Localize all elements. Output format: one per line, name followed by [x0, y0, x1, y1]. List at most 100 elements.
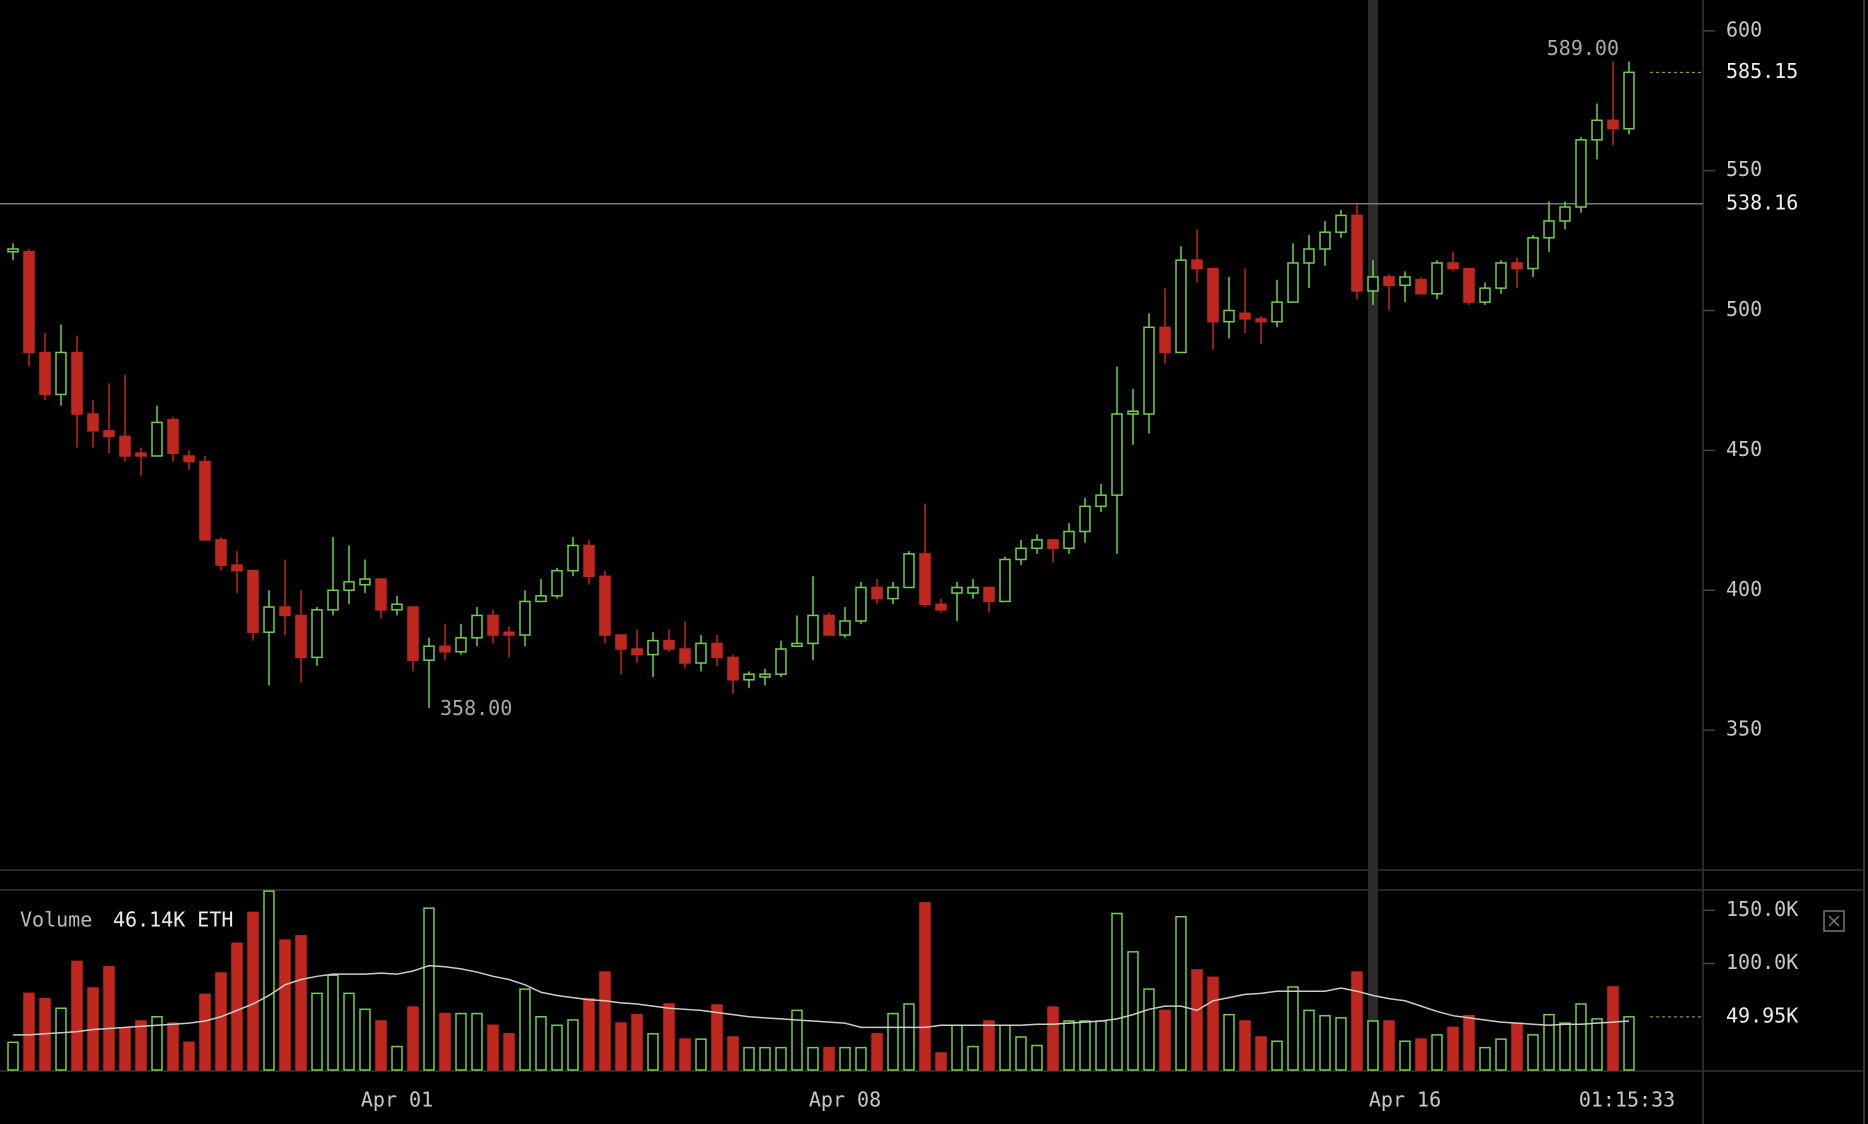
- candle-body: [183, 455, 195, 463]
- volume-bar: [1511, 1022, 1523, 1071]
- candle: [1351, 204, 1363, 300]
- candle: [231, 551, 243, 594]
- candle: [391, 595, 403, 616]
- candle: [359, 559, 371, 594]
- candle-body: [407, 606, 419, 661]
- crosshair-band: [1368, 0, 1378, 1070]
- candle: [855, 581, 867, 624]
- volume-bar: [567, 1019, 579, 1071]
- close-button[interactable]: [1823, 910, 1845, 932]
- candle: [407, 606, 419, 672]
- candle-body: [1095, 494, 1107, 508]
- volume-bar: [1527, 1034, 1539, 1071]
- candle-body: [1303, 248, 1315, 264]
- candle: [343, 545, 355, 605]
- candle: [1319, 220, 1331, 266]
- close-icon[interactable]: [1828, 915, 1840, 927]
- candle: [1463, 267, 1475, 305]
- candle-body: [679, 648, 691, 664]
- volume-bar: [1079, 1020, 1091, 1071]
- candle: [1063, 523, 1075, 554]
- volume-bar: [647, 1033, 659, 1071]
- volume-bar: [663, 1003, 675, 1071]
- volume-bar: [679, 1038, 691, 1071]
- candle-body: [1463, 267, 1475, 303]
- volume-bar: [1383, 1020, 1395, 1071]
- candle: [1207, 267, 1219, 350]
- volume-bar: [1335, 1017, 1347, 1071]
- volume-bar: [935, 1052, 947, 1071]
- candle: [759, 668, 771, 686]
- volume-bar: [407, 1006, 419, 1071]
- candle-body: [503, 631, 515, 636]
- candle-body: [215, 539, 227, 566]
- candle-body: [663, 639, 675, 650]
- volume-bar: [887, 1012, 899, 1071]
- volume-bar: [1431, 1034, 1443, 1071]
- candle: [471, 607, 483, 647]
- y-tick-label: 550: [1726, 157, 1762, 181]
- volume-bar: [631, 1013, 643, 1071]
- candle-body: [455, 637, 467, 653]
- candle: [247, 569, 259, 641]
- candle-body: [1079, 505, 1091, 533]
- candle: [1303, 234, 1315, 289]
- volume-bar: [23, 992, 35, 1071]
- volume-bar: [1399, 1040, 1411, 1071]
- volume-bar: [983, 1020, 995, 1071]
- candle-body: [55, 351, 67, 396]
- price-annotation: 358.00: [440, 696, 512, 720]
- candle-body: [487, 614, 499, 636]
- candle: [1383, 274, 1395, 311]
- volume-bar: [455, 1012, 467, 1071]
- candle: [599, 570, 611, 644]
- candle: [775, 640, 787, 677]
- candle: [103, 383, 115, 454]
- candle-body: [1143, 326, 1155, 415]
- volume-bar: [1463, 1014, 1475, 1071]
- volume-bar: [423, 907, 435, 1071]
- candle: [1079, 497, 1091, 543]
- candle: [871, 579, 883, 605]
- volume-bar: [1111, 912, 1123, 1071]
- candle-body: [1415, 278, 1427, 295]
- candle: [647, 632, 659, 677]
- volume-bar: [855, 1046, 867, 1071]
- candle-body: [1543, 220, 1555, 239]
- volume-bar: [167, 1022, 179, 1071]
- candle: [663, 629, 675, 652]
- close-box[interactable]: [1823, 910, 1845, 932]
- volume-bar: [1063, 1020, 1075, 1071]
- volume-bar: [1591, 1018, 1603, 1071]
- candle-body: [1127, 410, 1139, 415]
- candle-body: [359, 578, 371, 586]
- x-tick-label: Apr 01: [361, 1088, 433, 1112]
- candle: [1607, 61, 1619, 146]
- candle-body: [919, 553, 931, 605]
- candle: [1015, 539, 1027, 566]
- candle-body: [1479, 287, 1491, 303]
- candle-body: [567, 544, 579, 572]
- candle-body: [1159, 326, 1171, 354]
- volume-ma: [13, 964, 1630, 1036]
- y-tick-label: 600: [1726, 17, 1762, 41]
- candle-body: [279, 606, 291, 617]
- candle-body: [583, 544, 595, 578]
- candle-body: [1447, 262, 1459, 270]
- volume-bar: [1575, 1003, 1587, 1071]
- volume-bar: [1479, 1046, 1491, 1071]
- volume-bar: [999, 1024, 1011, 1071]
- volume-bar: [743, 1046, 755, 1071]
- candle: [711, 635, 723, 666]
- volume-bar: [327, 974, 339, 1071]
- candle-body: [519, 600, 531, 636]
- candle: [839, 607, 851, 638]
- volume-bar: [1559, 1022, 1571, 1071]
- volume-bar: [7, 1041, 19, 1071]
- volume-bar: [695, 1038, 707, 1071]
- candle: [1047, 539, 1059, 563]
- candle: [71, 335, 83, 448]
- candle-body: [855, 586, 867, 622]
- candle-body: [1015, 547, 1027, 561]
